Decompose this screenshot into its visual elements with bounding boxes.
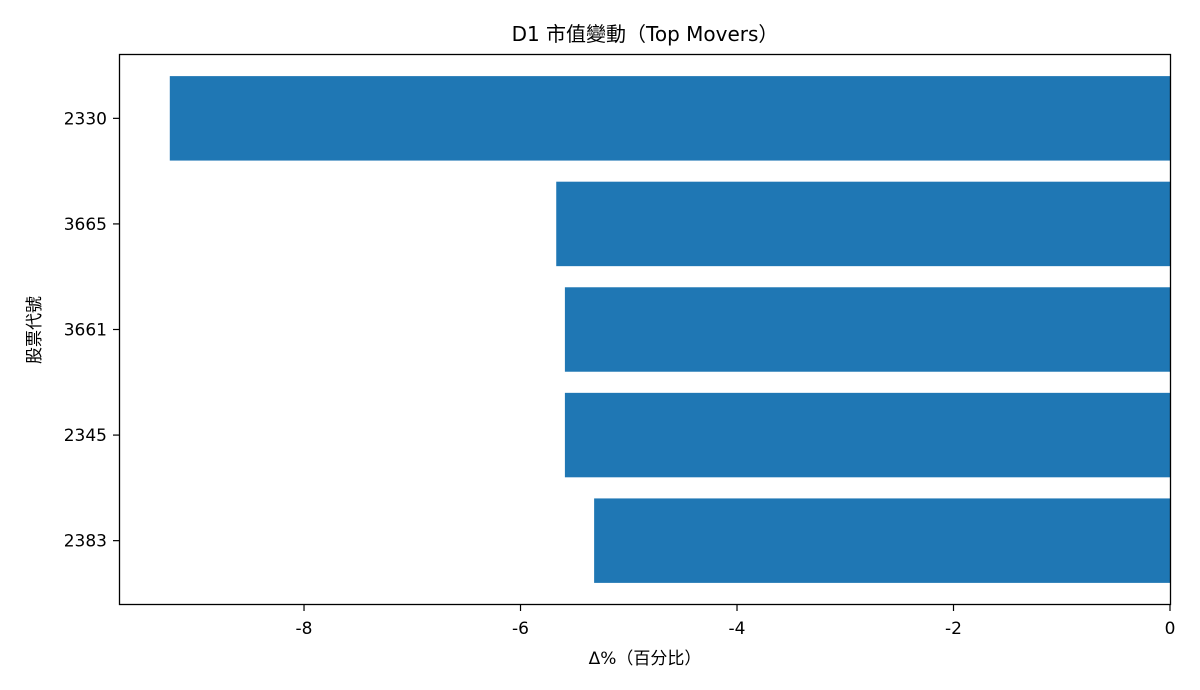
x-tick-label: -6 [512,619,529,639]
x-tick-label: -2 [945,619,962,639]
bar-3665 [556,181,1170,267]
y-tick-label: 2383 [64,532,107,552]
y-tick-label: 2345 [64,426,107,446]
bar-2345 [564,392,1170,478]
bar-2330 [169,76,1170,161]
y-tick-label: 2330 [64,109,107,129]
x-tick-label: -8 [296,619,313,639]
bar-3661 [564,287,1170,372]
x-tick-label: 0 [1165,619,1176,639]
bar-2383 [594,498,1170,583]
x-axis-label: Δ%（百分比） [589,649,702,669]
y-tick-label: 3665 [64,215,107,235]
x-tick-label: -4 [729,619,746,639]
y-tick-label: 3661 [64,321,107,341]
y-axis-label: 股票代號 [25,296,45,364]
chart-title: D1 市值變動（Top Movers） [512,22,779,46]
y-axis: 2330 3665 3661 2345 2383 [64,109,120,552]
bars-group [169,76,1170,583]
x-axis: -8 -6 -4 -2 0 [296,604,1176,639]
